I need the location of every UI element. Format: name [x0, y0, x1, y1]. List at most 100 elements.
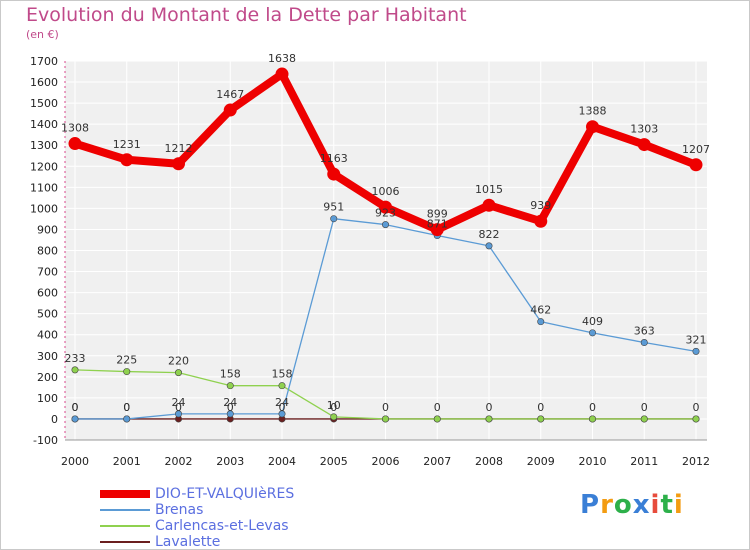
- legend-label: Brenas: [155, 502, 204, 518]
- legend-item: Lavalette: [100, 534, 360, 550]
- data-label: 462: [530, 304, 551, 317]
- data-label: 0: [486, 401, 493, 414]
- data-label: 409: [582, 315, 603, 328]
- data-label: 1015: [475, 183, 503, 196]
- series-point-1: [692, 347, 700, 355]
- series-point-2: [278, 382, 286, 390]
- series-point-1: [330, 215, 338, 223]
- logo-letter: o: [613, 490, 633, 520]
- logo-letter: t: [660, 490, 674, 520]
- y-tick-label: 600: [37, 287, 58, 300]
- series-point-1: [123, 415, 131, 423]
- y-tick-label: 1000: [30, 202, 58, 215]
- series-point-0: [430, 223, 444, 237]
- series-point-2: [640, 415, 648, 423]
- series-point-2: [537, 415, 545, 423]
- series-point-2: [123, 368, 131, 376]
- series-point-2: [692, 415, 700, 423]
- y-tick-label: 1200: [30, 160, 58, 173]
- series-point-1: [175, 410, 183, 418]
- data-label: 24: [172, 396, 186, 409]
- x-tick-label: 2002: [165, 455, 193, 468]
- data-label: 1308: [61, 122, 89, 135]
- chart-subtitle: (en €): [26, 28, 59, 41]
- data-label: 1638: [268, 52, 296, 65]
- series-point-1: [71, 415, 79, 423]
- legend-swatch: [100, 509, 150, 511]
- legend-item: DIO-ET-VALQUIèRES: [100, 486, 360, 502]
- series-point-0: [689, 158, 703, 172]
- series-point-0: [534, 214, 548, 228]
- series-point-1: [588, 329, 596, 337]
- data-label: 1467: [216, 88, 244, 101]
- data-label: 158: [272, 368, 293, 381]
- series-point-2: [433, 415, 441, 423]
- chart-title: Evolution du Montant de la Dette par Hab…: [26, 4, 467, 26]
- data-label: 1388: [579, 105, 607, 118]
- y-tick-label: 200: [37, 371, 58, 384]
- y-tick-label: 1300: [30, 139, 58, 152]
- data-label: 0: [72, 401, 79, 414]
- y-tick-label: 900: [37, 223, 58, 236]
- data-label: 0: [330, 401, 337, 414]
- series-point-2: [381, 415, 389, 423]
- y-tick-label: 400: [37, 329, 58, 342]
- data-label: 0: [72, 401, 79, 414]
- y-tick-label: 700: [37, 266, 58, 279]
- data-label: 225: [116, 354, 137, 367]
- data-label: 0: [279, 401, 286, 414]
- series-point-0: [482, 198, 496, 212]
- data-label: 233: [65, 352, 86, 365]
- data-label: 939: [530, 199, 551, 212]
- data-label: 1006: [372, 185, 400, 198]
- legend-swatch: [100, 490, 150, 498]
- data-label: 1212: [165, 142, 193, 155]
- series-point-0: [275, 67, 289, 81]
- series-point-2: [588, 415, 596, 423]
- data-label: 0: [641, 401, 648, 414]
- logo-letter: r: [600, 490, 614, 520]
- y-tick-label: 500: [37, 308, 58, 321]
- x-tick-label: 2012: [682, 455, 710, 468]
- x-tick-label: 2003: [216, 455, 244, 468]
- series-point-1: [226, 410, 234, 418]
- data-label: 1163: [320, 152, 348, 165]
- series-point-1: [537, 318, 545, 326]
- x-tick-label: 2010: [579, 455, 607, 468]
- y-tick-label: -100: [33, 434, 58, 447]
- series-point-0: [637, 138, 651, 152]
- x-tick-label: 2009: [527, 455, 555, 468]
- legend-label: Carlencas-et-Levas: [155, 518, 289, 534]
- x-tick-label: 2008: [475, 455, 503, 468]
- series-point-2: [71, 366, 79, 374]
- series-point-0: [172, 157, 185, 171]
- logo-letter: i: [673, 490, 684, 520]
- x-tick-label: 2006: [372, 455, 400, 468]
- series-point-2: [226, 382, 234, 390]
- y-tick-label: 1500: [30, 97, 58, 110]
- data-label: 0: [175, 401, 182, 414]
- x-tick-label: 2001: [113, 455, 141, 468]
- series-point-1: [278, 410, 286, 418]
- series-point-1: [485, 242, 493, 250]
- data-label: 24: [275, 396, 289, 409]
- x-tick-label: 2004: [268, 455, 296, 468]
- y-tick-label: 1600: [30, 76, 58, 89]
- data-label: 1207: [682, 143, 710, 156]
- data-label: 923: [375, 207, 396, 220]
- y-tick-label: 300: [37, 350, 58, 363]
- data-label: 871: [427, 218, 448, 231]
- data-label: 0: [227, 401, 234, 414]
- y-tick-label: 1100: [30, 181, 58, 194]
- data-label: 24: [223, 396, 237, 409]
- x-tick-label: 2005: [320, 455, 348, 468]
- data-label: 0: [693, 401, 700, 414]
- data-label: 899: [427, 208, 448, 221]
- data-label: 0: [537, 401, 544, 414]
- logo-letter: i: [650, 490, 661, 520]
- data-label: 10: [327, 399, 341, 412]
- data-label: 220: [168, 355, 189, 368]
- data-label: 0: [434, 401, 441, 414]
- data-label: 158: [220, 368, 241, 381]
